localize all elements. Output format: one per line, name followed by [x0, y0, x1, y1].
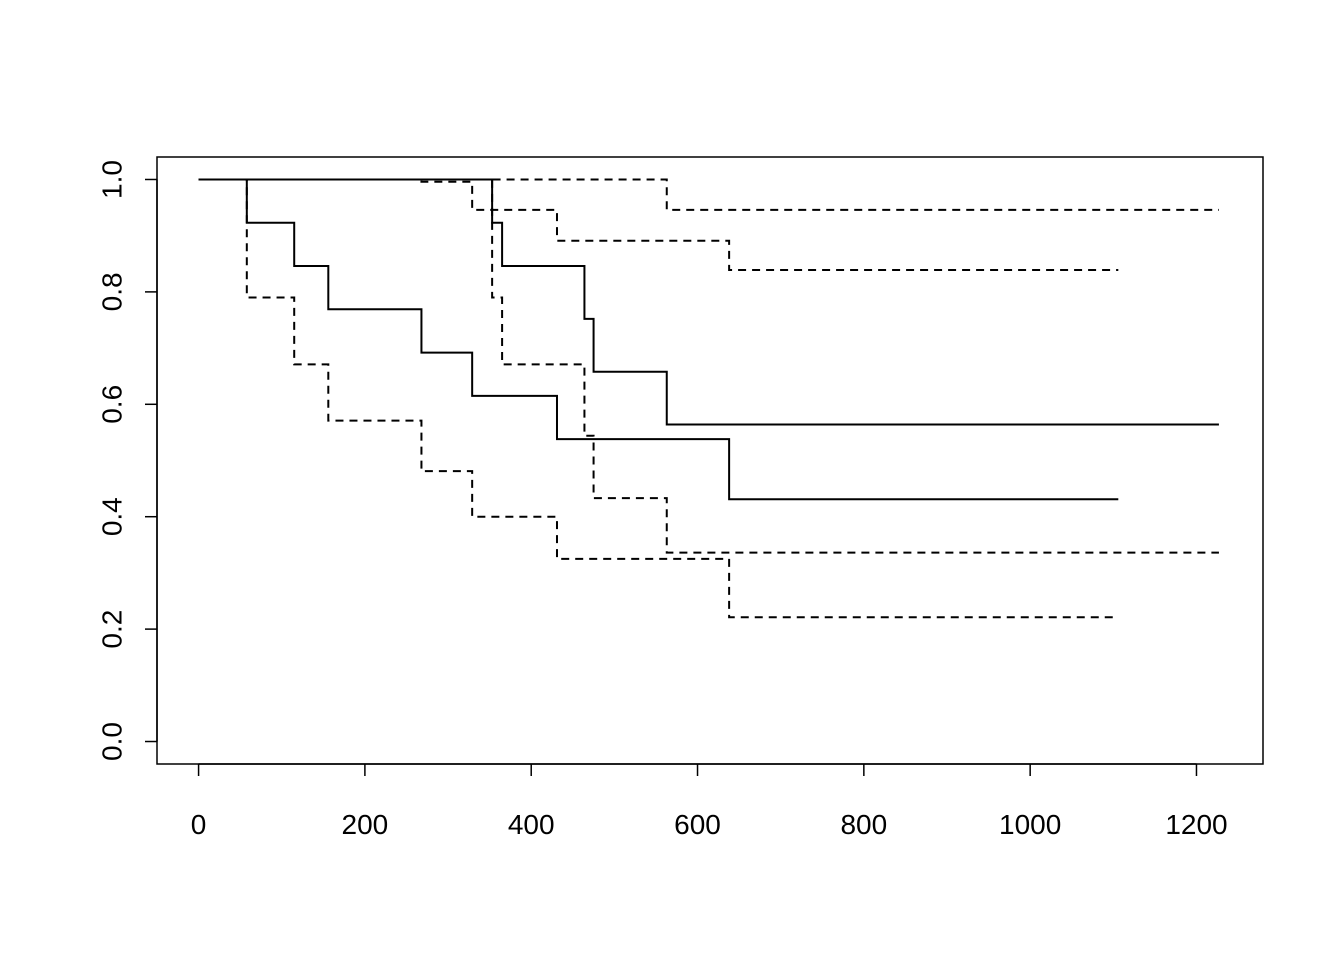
x-axis: 0 200 400 600 800 1000 1200 — [191, 763, 1228, 840]
x-tick-label: 200 — [342, 809, 389, 840]
plot-frame — [156, 156, 1264, 765]
survival-curve-line-3 — [198, 178, 1219, 426]
x-tick-label: 0 — [191, 809, 207, 840]
y-tick-label: 0.4 — [97, 497, 128, 536]
confidence-band-line-4 — [198, 178, 1219, 554]
y-tick-label: 0.6 — [97, 385, 128, 424]
x-tick-label: 1200 — [1165, 809, 1227, 840]
x-tick-label: 1000 — [999, 809, 1061, 840]
confidence-band-line-1 — [198, 178, 1119, 619]
y-tick-label: 0.8 — [97, 272, 128, 311]
y-tick-label: 0.0 — [97, 722, 128, 761]
confidence-band-line-2 — [198, 178, 1119, 271]
x-tick-label: 600 — [674, 809, 721, 840]
series-layer — [198, 178, 1219, 619]
x-tick-label: 800 — [840, 809, 887, 840]
survival-curve-line-0 — [198, 178, 1119, 501]
y-axis: 0.0 0.2 0.4 0.6 0.8 1.0 — [97, 160, 158, 761]
y-tick-label: 0.2 — [97, 610, 128, 649]
x-tick-label: 400 — [508, 809, 555, 840]
confidence-band-line-5 — [198, 178, 1219, 211]
y-tick-label: 1.0 — [97, 160, 128, 199]
